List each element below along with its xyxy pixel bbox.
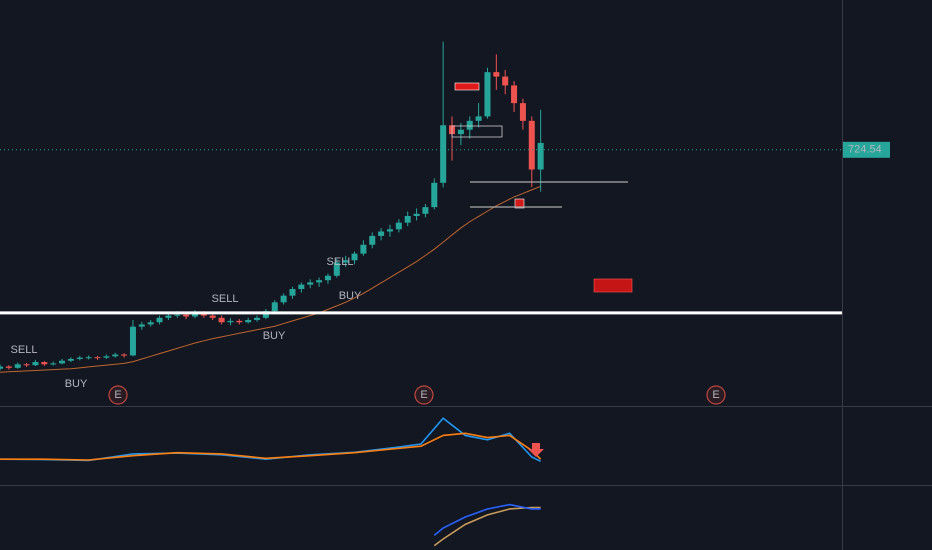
signal-label: BUY bbox=[65, 378, 88, 390]
candle-body bbox=[76, 357, 83, 359]
candle-body bbox=[342, 260, 349, 263]
candle-body bbox=[511, 85, 518, 104]
candle-body bbox=[431, 182, 438, 208]
target-box bbox=[593, 278, 633, 293]
candle-body bbox=[298, 284, 305, 290]
candle-body bbox=[457, 129, 464, 135]
candle-body bbox=[493, 72, 500, 77]
candle-body bbox=[218, 317, 225, 323]
candle-body bbox=[378, 231, 385, 236]
candle-body bbox=[271, 302, 278, 312]
signal-label: SELL bbox=[212, 293, 239, 305]
indicator-line bbox=[0, 432, 542, 461]
stop-box bbox=[454, 82, 480, 91]
candle-body bbox=[254, 317, 261, 321]
candle-body bbox=[404, 216, 411, 223]
candle-body bbox=[386, 229, 393, 232]
indicator-line bbox=[433, 506, 541, 547]
earnings-marker bbox=[706, 385, 726, 405]
signal-label: E bbox=[712, 389, 719, 401]
candle-body bbox=[289, 289, 296, 296]
candle-body bbox=[191, 313, 198, 317]
last-price-box bbox=[843, 141, 890, 158]
candle-body bbox=[23, 364, 30, 366]
candle-body bbox=[502, 76, 509, 86]
candle-body bbox=[156, 317, 163, 323]
candle-body bbox=[41, 362, 48, 365]
candle-body bbox=[103, 356, 110, 358]
earnings-marker bbox=[414, 385, 434, 405]
candle-body bbox=[466, 120, 473, 130]
candle-body bbox=[138, 324, 145, 327]
candle-body bbox=[236, 320, 243, 323]
candle-body bbox=[333, 262, 340, 276]
signal-label: SELL bbox=[327, 256, 354, 268]
candle-body bbox=[32, 362, 39, 366]
candle-body bbox=[519, 103, 526, 121]
candle-body bbox=[85, 357, 92, 359]
candle-body bbox=[245, 320, 252, 323]
candle-body bbox=[50, 363, 57, 365]
candle-body bbox=[280, 295, 287, 303]
candle-body bbox=[351, 253, 358, 261]
signal-label: BUY bbox=[263, 330, 286, 342]
candle-body bbox=[440, 125, 447, 183]
candle-body bbox=[484, 72, 491, 117]
signal-label: E bbox=[114, 389, 121, 401]
candle-body bbox=[209, 315, 216, 318]
moving-average bbox=[0, 185, 541, 373]
candle-body bbox=[112, 354, 119, 357]
candle-body bbox=[413, 213, 420, 216]
entry-box bbox=[514, 198, 525, 209]
candle-body bbox=[174, 314, 181, 316]
indicator-line bbox=[433, 503, 541, 536]
candle-body bbox=[316, 280, 323, 283]
candle-body bbox=[324, 275, 331, 281]
marks bbox=[0, 41, 842, 547]
candle-body bbox=[67, 358, 74, 361]
candle-body bbox=[200, 313, 207, 316]
range-box bbox=[451, 125, 503, 138]
candle-body bbox=[307, 282, 314, 285]
candle-body bbox=[0, 366, 3, 369]
candle-body bbox=[14, 364, 21, 368]
candle-body bbox=[183, 314, 190, 317]
candle-body bbox=[129, 326, 136, 356]
candle-body bbox=[59, 360, 66, 364]
signal-label: E bbox=[420, 389, 427, 401]
signal-label: SELL bbox=[11, 344, 38, 356]
candle-body bbox=[537, 142, 544, 170]
labels: 724.54 SELL SELL SELL BUY BUY BUY E E E bbox=[11, 141, 890, 405]
candle-body bbox=[360, 244, 367, 254]
candle-body bbox=[94, 357, 101, 359]
candle-body bbox=[227, 320, 234, 323]
candle-body bbox=[165, 315, 172, 318]
last-price-label: 724.54 bbox=[848, 144, 882, 156]
candle-body bbox=[121, 354, 128, 356]
candle-body bbox=[422, 207, 429, 214]
candle-body bbox=[262, 311, 269, 318]
candle-body bbox=[528, 120, 535, 170]
signal-label: BUY bbox=[339, 290, 362, 302]
signal-arrow bbox=[528, 443, 544, 457]
earnings-marker bbox=[108, 385, 128, 405]
candle-body bbox=[5, 366, 12, 368]
candle-body bbox=[369, 235, 376, 245]
candle-body bbox=[395, 222, 402, 230]
candle-body bbox=[475, 116, 482, 121]
candle-body bbox=[147, 322, 154, 325]
